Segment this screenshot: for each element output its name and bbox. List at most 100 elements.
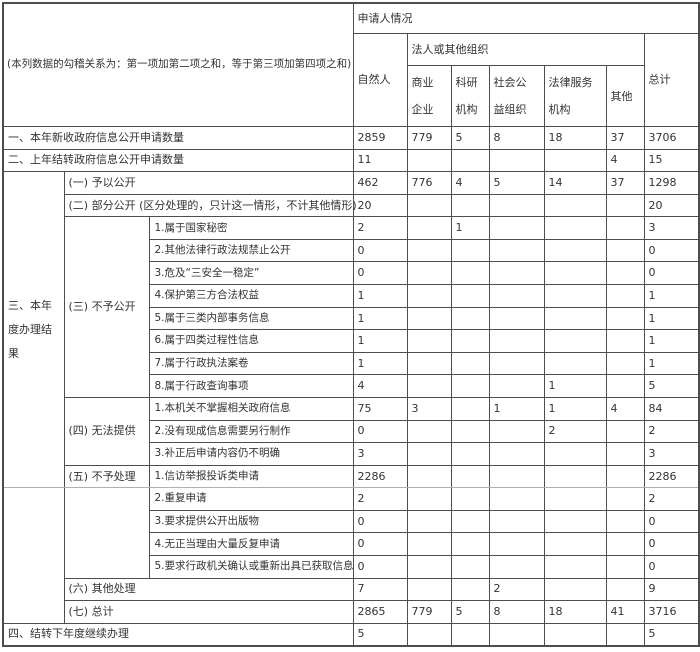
value-cell: 18: [543, 126, 607, 150]
value-cell: 0: [643, 261, 700, 286]
value-cell: 18: [543, 600, 607, 624]
value-cell: 4: [605, 148, 645, 173]
applicant-group-header: 申请人情况: [352, 2, 700, 34]
value-cell: [543, 554, 607, 579]
value-cell: 2286: [352, 464, 408, 489]
value-cell: [450, 238, 490, 263]
value-cell: [406, 238, 452, 263]
sub-item-cell: 3.危及“三安全一稳定”: [148, 261, 354, 286]
value-cell: [543, 284, 607, 308]
value-cell: 2286: [643, 464, 700, 489]
value-cell: 1: [450, 216, 490, 240]
value-cell: [406, 306, 452, 331]
value-cell: [406, 577, 452, 602]
value-cell: [450, 442, 490, 466]
value-cell: [543, 238, 607, 263]
value-cell: 0: [352, 554, 408, 579]
value-cell: 779: [406, 600, 452, 624]
value-cell: [605, 351, 645, 376]
value-cell: [543, 306, 607, 331]
value-cell: [488, 442, 545, 466]
value-cell: 1: [643, 329, 700, 353]
value-cell: 75: [352, 396, 408, 421]
value-cell: [406, 442, 452, 466]
value-cell: 1: [352, 329, 408, 353]
value-cell: 3706: [643, 126, 700, 150]
value-cell: [406, 464, 452, 489]
value-cell: [450, 396, 490, 421]
row-label-cell: 一、本年新收政府信息公开申请数量: [2, 126, 354, 150]
value-cell: 8: [488, 600, 545, 624]
sub-item-cell: 7.属于行政执法案卷: [148, 351, 354, 376]
value-cell: [605, 577, 645, 602]
value-cell: [450, 193, 490, 218]
value-cell: [543, 577, 607, 602]
sub-item-cell: 3.要求提供公开出版物: [148, 509, 354, 534]
value-cell: [605, 554, 645, 579]
value-cell: [605, 216, 645, 240]
section-label-cell: 三、本年度办理结果: [2, 171, 65, 489]
value-cell: 1: [352, 351, 408, 376]
value-cell: [488, 329, 545, 353]
value-cell: 5: [450, 126, 490, 150]
value-cell: [406, 487, 452, 511]
value-cell: [543, 532, 607, 556]
value-cell: 2: [543, 419, 607, 444]
value-cell: 4: [352, 374, 408, 398]
value-cell: [450, 464, 490, 489]
org-col-header-business: 商业企业: [406, 65, 452, 127]
value-cell: [605, 193, 645, 218]
value-cell: [406, 374, 452, 398]
sub-item-cell: 1.本机关不掌握相关政府信息: [148, 396, 354, 421]
value-cell: [543, 216, 607, 240]
value-cell: 84: [643, 396, 700, 421]
value-cell: [543, 261, 607, 286]
value-cell: [450, 419, 490, 444]
value-cell: [406, 216, 452, 240]
value-cell: [543, 509, 607, 534]
value-cell: 1298: [643, 171, 700, 195]
value-cell: [406, 193, 452, 218]
value-cell: 776: [406, 171, 452, 195]
value-cell: 8: [488, 126, 545, 150]
value-cell: [605, 261, 645, 286]
value-cell: 779: [406, 126, 452, 150]
value-cell: 11: [352, 148, 408, 173]
value-cell: [488, 419, 545, 444]
value-cell: 2: [488, 577, 545, 602]
legal-org-group-header: 法人或其他组织: [406, 33, 645, 66]
natural-person-header: 自然人: [352, 33, 408, 127]
value-cell: [488, 238, 545, 263]
value-cell: 20: [352, 193, 408, 218]
sub-item-cell: 2.其他法律行政法规禁止公开: [148, 238, 354, 263]
category-cell: (六) 其他处理: [63, 577, 354, 602]
value-cell: [406, 261, 452, 286]
note-cell: (本列数据的勾稽关系为：第一项加第二项之和，等于第三项加第四项之和): [2, 2, 354, 127]
value-cell: [543, 464, 607, 489]
value-cell: 2865: [352, 600, 408, 624]
value-cell: 0: [352, 532, 408, 556]
value-cell: 9: [643, 577, 700, 602]
value-cell: [450, 554, 490, 579]
value-cell: 14: [543, 171, 607, 195]
value-cell: 5: [352, 622, 408, 647]
value-cell: 0: [352, 509, 408, 534]
value-cell: 0: [352, 419, 408, 444]
value-cell: 462: [352, 171, 408, 195]
sub-item-cell: 1.信访举报投诉类申请: [148, 464, 354, 489]
sub-item-cell: 4.无正当理由大量反复申请: [148, 532, 354, 556]
value-cell: [406, 622, 452, 647]
value-cell: [488, 464, 545, 489]
value-cell: 0: [352, 261, 408, 286]
value-cell: [543, 442, 607, 466]
value-cell: [450, 509, 490, 534]
sub-item-cell: 5.属于三类内部事务信息: [148, 306, 354, 331]
value-cell: [450, 351, 490, 376]
value-cell: [488, 554, 545, 579]
value-cell: [488, 509, 545, 534]
sub-item-cell: 6.属于四类过程性信息: [148, 329, 354, 353]
sub-item-cell: 2.没有现成信息需要另行制作: [148, 419, 354, 444]
value-cell: [406, 351, 452, 376]
value-cell: [450, 306, 490, 331]
